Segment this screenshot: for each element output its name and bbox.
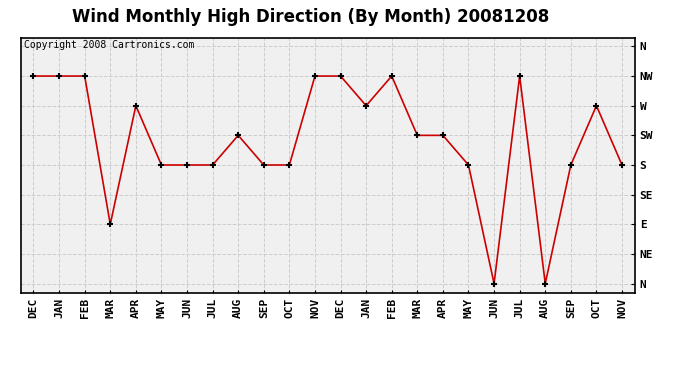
Text: Wind Monthly High Direction (By Month) 20081208: Wind Monthly High Direction (By Month) 2… [72,8,549,26]
Text: Copyright 2008 Cartronics.com: Copyright 2008 Cartronics.com [23,40,194,50]
